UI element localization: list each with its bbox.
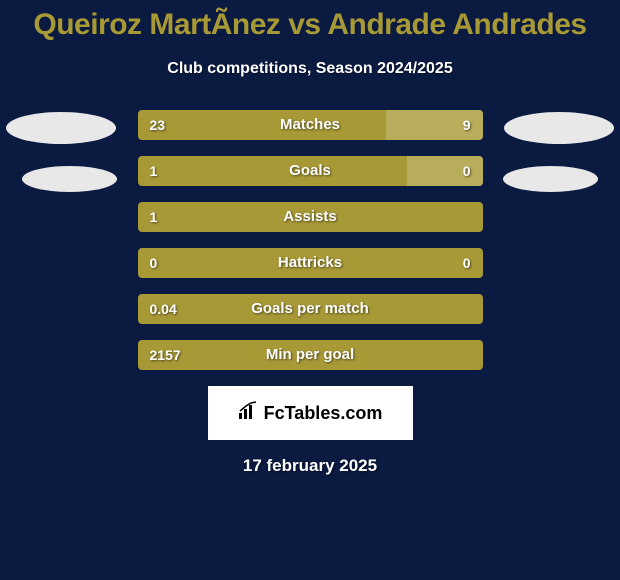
player-right-photo-placeholder-2 xyxy=(503,166,598,192)
comparison-subtitle: Club competitions, Season 2024/2025 xyxy=(0,60,620,78)
fctables-logo: FcTables.com xyxy=(208,386,413,440)
stat-right-value: 0 xyxy=(463,156,471,186)
stat-row-min-per-goal: 2157 Min per goal xyxy=(138,340,483,370)
player-left-photo-placeholder-1 xyxy=(6,112,116,144)
stat-row-hattricks: 0 Hattricks 0 xyxy=(138,248,483,278)
stat-label: Assists xyxy=(138,202,483,232)
logo-text: FcTables.com xyxy=(264,403,383,424)
stat-row-goals-per-match: 0.04 Goals per match xyxy=(138,294,483,324)
stat-right-value: 9 xyxy=(463,110,471,140)
stat-label: Min per goal xyxy=(138,340,483,370)
stat-row-assists: 1 Assists xyxy=(138,202,483,232)
stat-label: Matches xyxy=(138,110,483,140)
player-left-photo-placeholder-2 xyxy=(22,166,117,192)
stat-row-goals: 1 Goals 0 xyxy=(138,156,483,186)
player-right-photo-placeholder-1 xyxy=(504,112,614,144)
comparison-date: 17 february 2025 xyxy=(0,456,620,476)
stats-area: 23 Matches 9 1 Goals 0 1 Assists 0 Hattr… xyxy=(0,110,620,370)
stat-row-matches: 23 Matches 9 xyxy=(138,110,483,140)
chart-icon xyxy=(238,401,260,425)
stats-rows: 23 Matches 9 1 Goals 0 1 Assists 0 Hattr… xyxy=(138,110,483,370)
stat-label: Goals xyxy=(138,156,483,186)
comparison-title: Queiroz MartÃnez vs Andrade Andrades xyxy=(0,0,620,42)
stat-label: Hattricks xyxy=(138,248,483,278)
stat-label: Goals per match xyxy=(138,294,483,324)
stat-right-value: 0 xyxy=(463,248,471,278)
